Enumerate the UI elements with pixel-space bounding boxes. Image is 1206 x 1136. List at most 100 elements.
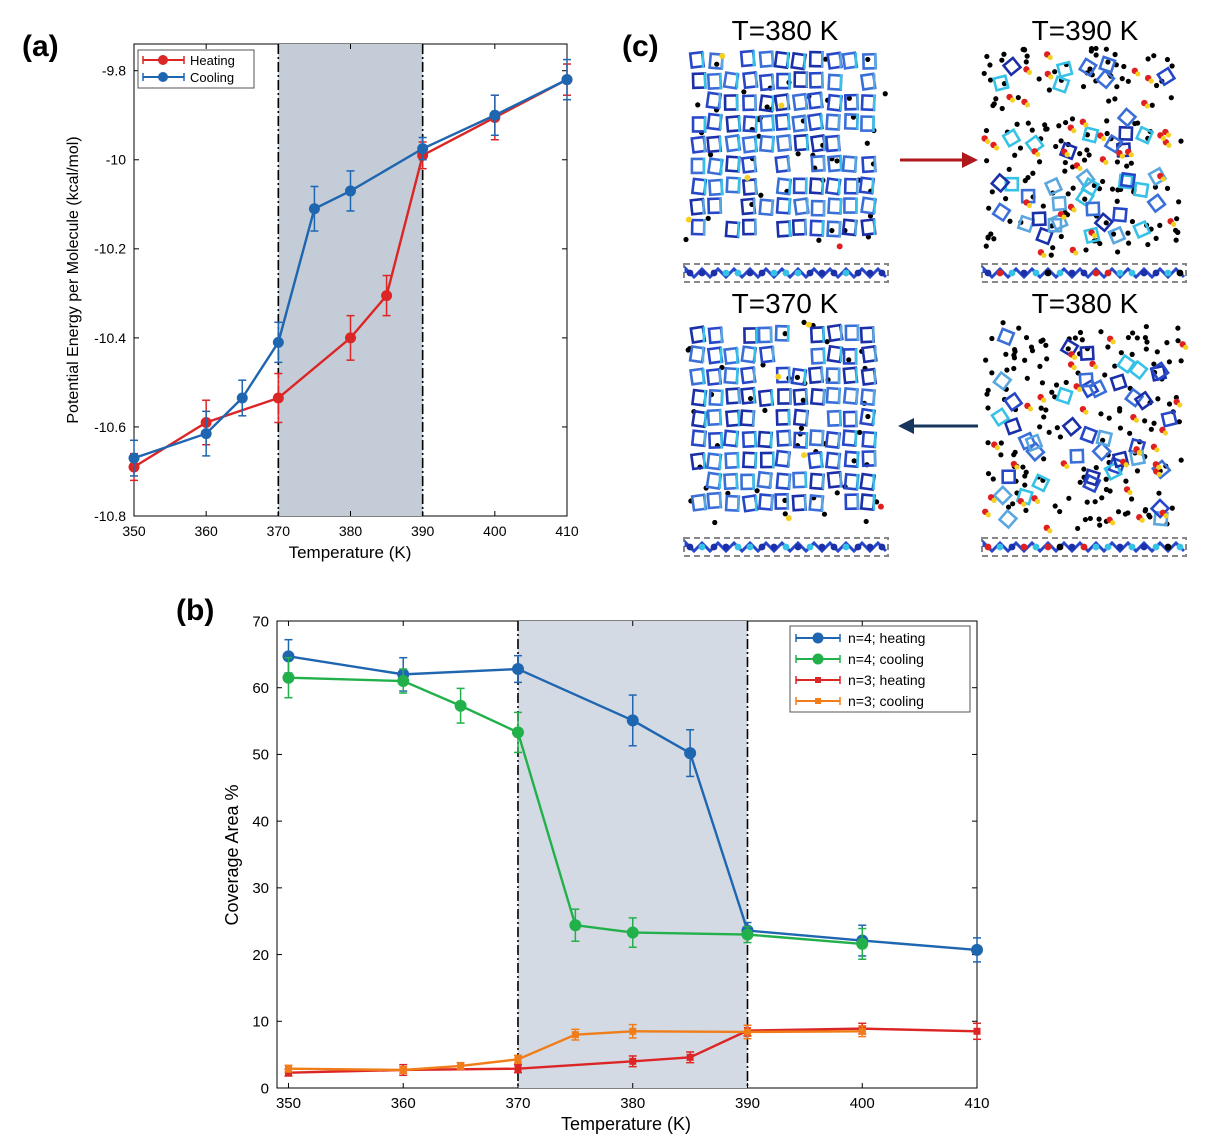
snapshot-title-heat-before: T=380 K bbox=[732, 15, 839, 46]
snapshot-cool-before-site-dot bbox=[1022, 357, 1028, 363]
snapshot-heat-after-defect bbox=[1103, 159, 1109, 165]
snapshot-cool-after-molecule bbox=[724, 451, 740, 470]
snapshot-cool-after-molecule bbox=[724, 409, 741, 428]
snapshot-heat-after-defect bbox=[1144, 103, 1150, 109]
snapshot-heat-after-side-view-atom bbox=[1164, 269, 1172, 277]
snapshot-heat-after-site-dot bbox=[1083, 247, 1089, 253]
snapshot-heat-before-molecule bbox=[724, 220, 741, 239]
snapshot-cool-before-site-dot bbox=[1003, 351, 1009, 357]
snapshot-cool-after-molecule bbox=[706, 491, 723, 510]
snapshot-heat-before-molecule bbox=[773, 50, 791, 70]
snapshot-heat-before-side-view-atom bbox=[698, 269, 706, 277]
snapshot-cool-before-side-view-atom bbox=[984, 543, 992, 551]
snapshot-heat-after-site-dot bbox=[1152, 184, 1159, 190]
snapshot-cool-before-site-dot bbox=[1156, 490, 1162, 496]
snapshot-cool-after-site-dot bbox=[782, 511, 788, 517]
snapshot-cool-after-molecule bbox=[757, 430, 774, 449]
snapshot-cool-before-site-dot bbox=[1020, 464, 1026, 470]
snapshot-cool-after-molecule bbox=[844, 324, 860, 342]
snapshot-heat-after-molecule bbox=[1085, 201, 1101, 217]
snapshot-heat-after-defect bbox=[1160, 135, 1167, 141]
snapshot-heat-after-site-dot bbox=[1043, 126, 1049, 132]
snapshot-heat-before-side-view-atom bbox=[878, 269, 886, 277]
snapshot-cool-after-molecule bbox=[826, 409, 843, 428]
snapshot-cool-after-molecule bbox=[777, 388, 792, 405]
snapshot-cool-before-side-view-atom bbox=[1080, 543, 1088, 551]
snapshot-heat-after-side-view-frame bbox=[981, 263, 1187, 283]
snapshot-heat-before-site-dot bbox=[816, 237, 822, 243]
snapshot-cool-before-defect bbox=[1127, 489, 1133, 496]
snapshot-cool-before-defect bbox=[1041, 397, 1047, 403]
snapshot-heat-after-site-dot bbox=[1080, 83, 1087, 90]
snapshot-cool-after-molecule bbox=[757, 493, 774, 511]
chart-b-xtick-label-4: 390 bbox=[735, 1095, 760, 1112]
snapshot-cool-before-side-view-atom bbox=[1176, 543, 1184, 551]
snapshot-cool-before-molecule bbox=[1079, 345, 1095, 362]
snapshot-cool-before-site-dot bbox=[1053, 382, 1060, 388]
snapshot-cool-before-side-view-atom bbox=[1008, 543, 1016, 551]
snapshot-heat-before-molecule bbox=[841, 155, 858, 173]
snapshot-cool-after-molecule bbox=[842, 366, 859, 385]
snapshot-heat-after-molecule bbox=[1117, 173, 1134, 190]
snapshot-cool-before-site-dot bbox=[1066, 495, 1072, 501]
snapshot-cool-before-site-dot bbox=[1063, 379, 1069, 386]
snapshot-cool-before-site-dot bbox=[1151, 420, 1157, 426]
snapshot-heat-after bbox=[981, 45, 1187, 283]
snapshot-cool-before-side-view-atom bbox=[1104, 543, 1112, 551]
snapshot-cool-after-molecule bbox=[809, 326, 826, 344]
snapshot-cool-before-site-dot bbox=[998, 440, 1004, 446]
snapshot-cool-before-site-dot bbox=[1112, 363, 1118, 369]
snapshot-heat-before-molecule bbox=[810, 199, 826, 217]
snapshot-cool-after-molecule bbox=[759, 451, 775, 469]
chart-b-point-n-4-cooling-2 bbox=[454, 699, 467, 712]
snapshot-heat-after-site-dot bbox=[1012, 152, 1018, 158]
snapshot-heat-before-site-dot bbox=[705, 215, 711, 221]
snapshot-cool-before-site-dot bbox=[1037, 424, 1043, 430]
snapshot-heat-after-defect bbox=[985, 138, 991, 145]
snapshot-cool-before-site-dot bbox=[1092, 499, 1098, 505]
snapshot-cool-before-site-dot bbox=[1115, 509, 1122, 515]
snapshot-heat-before-molecule bbox=[690, 157, 706, 175]
chart-a-line-heating bbox=[133, 78, 568, 469]
snapshot-cool-before-defect bbox=[1064, 463, 1070, 470]
chart-b-point-n-4-cooling-5 bbox=[626, 926, 639, 939]
chart-b-point-n-4-cooling-7 bbox=[856, 937, 869, 950]
chart-a-xlabel: Temperature (K) bbox=[289, 543, 412, 562]
snapshot-cool-before-site-dot bbox=[1130, 330, 1136, 336]
snapshot-cool-after-side-view-atom bbox=[806, 543, 814, 551]
snapshot-heat-before-site-dot bbox=[865, 56, 871, 63]
snapshot-heat-after-site-dot bbox=[1105, 59, 1111, 65]
snapshot-cool-after-molecule bbox=[725, 387, 741, 405]
snapshot-heat-after-site-dot bbox=[1106, 98, 1112, 104]
snapshot-heat-before-side-view-atom bbox=[686, 269, 694, 277]
snapshot-cool-after-site-dot bbox=[834, 490, 840, 496]
snapshot-cool-before-site-dot bbox=[985, 470, 992, 477]
snapshot-heat-before-molecule bbox=[725, 176, 741, 194]
snapshot-cool-after-molecule bbox=[844, 493, 860, 511]
snapshot-cool-before-site-dot bbox=[1175, 325, 1181, 331]
snapshot-cool-before-site-dot bbox=[985, 440, 991, 446]
snapshot-cool-before-molecule bbox=[1078, 372, 1095, 388]
snapshot-cool-after-molecule bbox=[774, 449, 792, 468]
snapshot-heat-before-side-view-atom bbox=[794, 269, 802, 277]
snapshot-heat-before-site-dot bbox=[756, 133, 762, 139]
snapshot-cool-after-molecule bbox=[791, 494, 808, 512]
snapshot-cool-before-molecule bbox=[1069, 448, 1085, 464]
snapshot-heat-after-site-dot bbox=[1121, 63, 1127, 70]
snapshot-heat-after-site-dot bbox=[1100, 178, 1106, 185]
chart-b-point-n-3-cooling-6 bbox=[743, 1028, 751, 1036]
snapshot-heat-after-side-view-atom bbox=[1020, 269, 1028, 277]
snapshot-heat-after-side-view-atom bbox=[996, 269, 1004, 277]
snapshot-heat-after-defect bbox=[1035, 151, 1041, 157]
snapshot-cool-before-site-dot bbox=[989, 335, 995, 342]
snapshot-heat-before-molecule bbox=[843, 197, 858, 214]
snapshot-heat-after-molecule bbox=[1055, 60, 1074, 79]
snapshot-heat-after-site-dot bbox=[1001, 51, 1007, 57]
heating-arrow bbox=[900, 152, 978, 168]
snapshot-heat-after-site-dot bbox=[1065, 191, 1071, 197]
snapshot-cool-before-molecule bbox=[1160, 410, 1179, 428]
chart-b-point-n-3-cooling-5 bbox=[629, 1027, 637, 1035]
snapshot-cool-before-defect bbox=[1083, 409, 1089, 415]
snapshot-cool-after-side-view-atom bbox=[854, 543, 862, 551]
snapshot-cool-before-defect bbox=[1163, 513, 1169, 519]
